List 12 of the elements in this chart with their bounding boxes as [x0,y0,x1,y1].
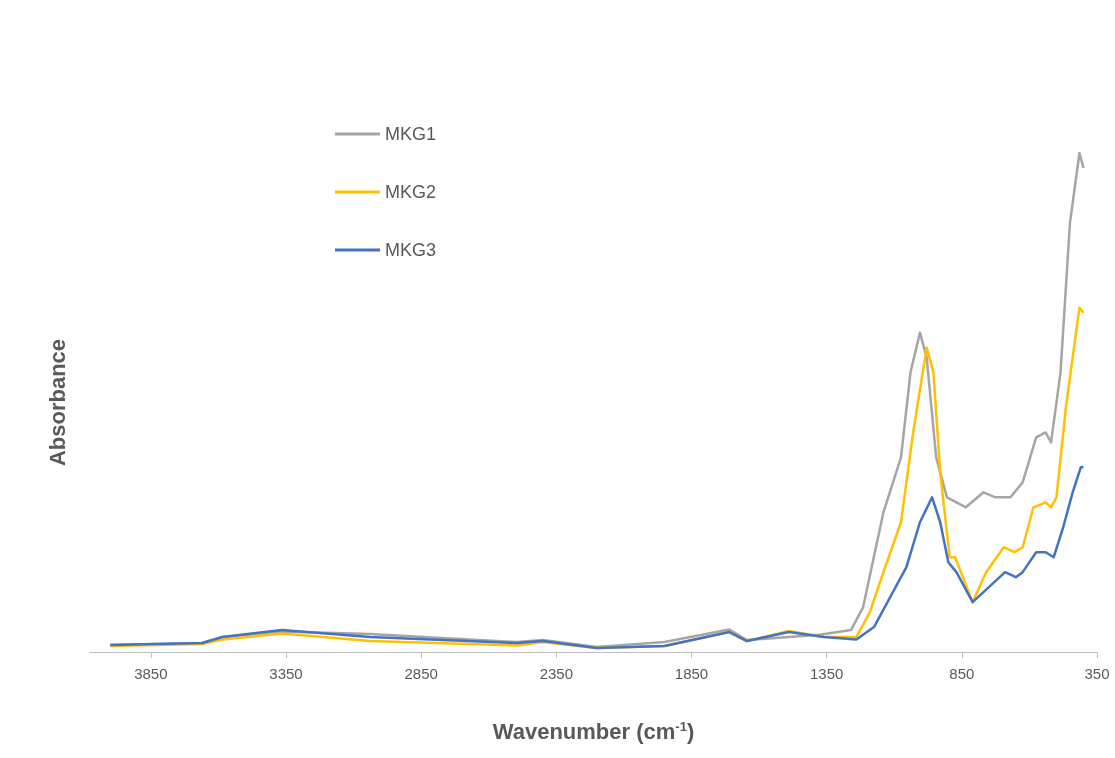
legend-label: MKG1 [385,124,437,144]
x-tick-label: 1350 [809,665,844,682]
x-tick-label: 350 [1084,665,1110,682]
x-tick-label: 1850 [674,665,709,682]
legend-label: MKG3 [385,240,437,260]
x-tick-label: 850 [949,665,975,682]
x-tick-label: 2850 [404,665,438,682]
legend-label: MKG2 [385,182,437,202]
x-tick-label: 3850 [134,665,168,682]
x-tick-label: 2350 [539,665,574,682]
y-axis-title: Absorbance [44,338,70,467]
x-tick-label: 3350 [269,665,303,682]
